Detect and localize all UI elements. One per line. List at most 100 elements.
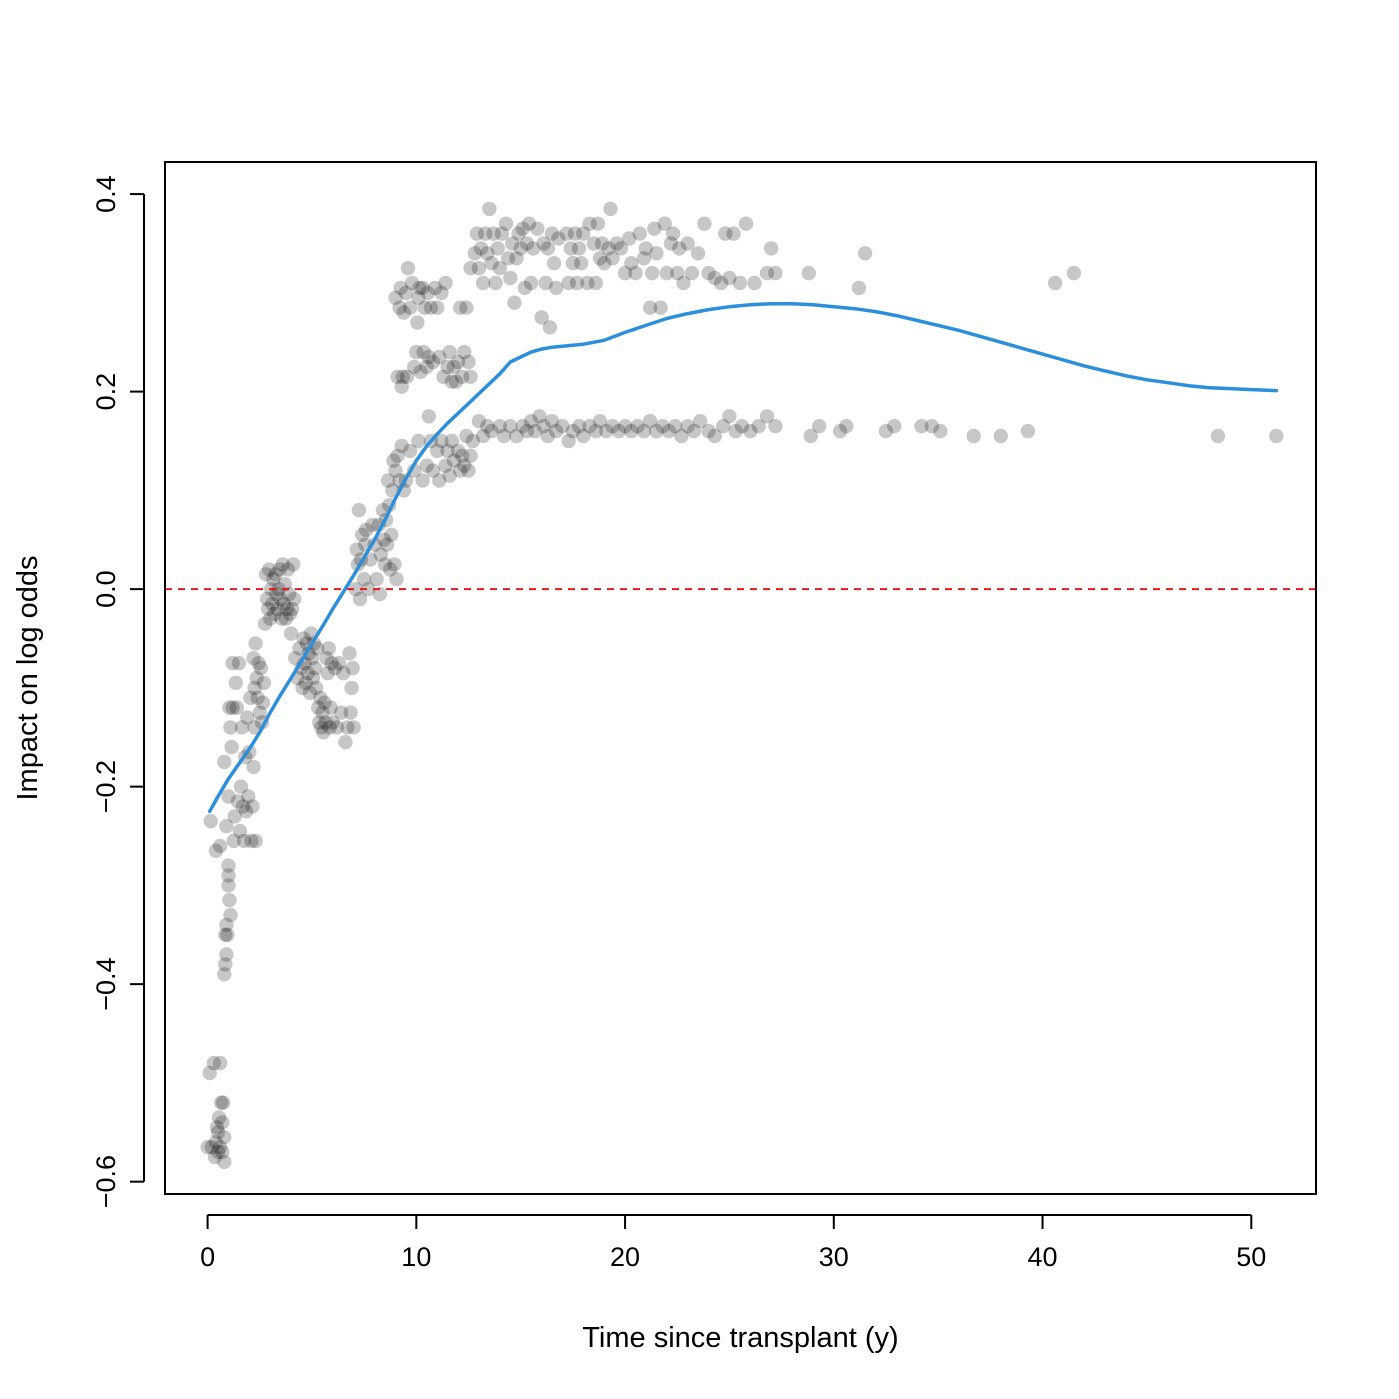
data-point xyxy=(295,680,310,696)
data-point xyxy=(832,423,848,439)
data-point xyxy=(300,665,315,681)
data-point xyxy=(202,1065,217,1081)
data-point xyxy=(707,270,722,286)
data-point xyxy=(659,265,674,281)
data-point xyxy=(204,1139,219,1155)
data-point xyxy=(463,369,478,384)
data-point xyxy=(221,878,236,893)
data-point xyxy=(455,369,470,384)
data-point xyxy=(411,290,426,305)
data-point xyxy=(376,532,392,547)
data-point xyxy=(315,705,330,720)
data-point xyxy=(221,868,236,883)
data-point xyxy=(252,705,267,720)
data-point xyxy=(384,527,399,542)
data-point xyxy=(249,670,264,686)
data-point xyxy=(223,907,238,923)
data-point xyxy=(647,221,662,236)
data-point xyxy=(263,611,278,626)
data-point xyxy=(1047,275,1063,291)
data-point xyxy=(484,256,499,271)
y-tick-label: −0.2 xyxy=(91,760,121,813)
data-point xyxy=(734,419,750,434)
data-point xyxy=(235,799,251,814)
data-point xyxy=(519,423,535,439)
data-point xyxy=(613,241,629,256)
data-point xyxy=(542,320,558,335)
data-point xyxy=(599,423,614,439)
data-point xyxy=(624,256,639,271)
data-point xyxy=(469,226,485,241)
data-point xyxy=(475,275,491,291)
smooth-curve xyxy=(207,301,1279,814)
data-point xyxy=(206,1055,221,1071)
data-point xyxy=(494,226,510,241)
data-point xyxy=(617,419,633,434)
data-point xyxy=(221,789,236,804)
data-point xyxy=(236,833,252,849)
data-point xyxy=(336,665,351,681)
data-point xyxy=(349,542,364,557)
data-point xyxy=(430,443,445,459)
data-point xyxy=(693,414,708,429)
data-point xyxy=(655,419,670,434)
data-point xyxy=(544,414,560,429)
data-point xyxy=(576,428,591,444)
data-point xyxy=(269,586,284,602)
data-point xyxy=(298,675,313,691)
data-point xyxy=(260,601,276,617)
data-point xyxy=(438,458,453,473)
y-tick-label: 0.2 xyxy=(91,373,121,411)
data-point xyxy=(645,265,660,281)
data-point xyxy=(345,660,360,676)
data-point xyxy=(221,858,236,873)
data-point xyxy=(222,700,237,715)
data-point xyxy=(361,581,376,597)
data-point xyxy=(528,423,543,439)
data-point xyxy=(283,626,299,641)
data-point xyxy=(459,428,474,444)
data-point xyxy=(574,256,589,271)
data-point xyxy=(482,201,497,217)
data-point xyxy=(323,700,338,715)
data-point xyxy=(839,419,854,434)
data-point xyxy=(680,419,695,434)
data-point xyxy=(513,241,528,256)
data-point xyxy=(305,670,321,686)
data-point xyxy=(325,715,340,730)
data-point xyxy=(404,275,420,291)
data-point xyxy=(463,448,478,463)
data-point xyxy=(251,656,266,671)
data-point xyxy=(446,359,462,375)
data-point xyxy=(690,246,706,261)
data-point xyxy=(609,236,624,251)
data-point xyxy=(768,265,783,281)
x-axis: 0 10 20 30 40 50 xyxy=(200,1214,1266,1272)
data-point xyxy=(1020,423,1036,439)
data-point xyxy=(624,423,639,439)
data-point xyxy=(279,601,295,617)
data-point xyxy=(231,656,247,671)
data-point xyxy=(488,275,503,291)
data-point xyxy=(395,369,410,384)
data-point xyxy=(680,236,695,251)
data-point xyxy=(559,226,574,241)
data-point xyxy=(277,577,292,592)
data-point xyxy=(540,428,555,444)
data-point xyxy=(684,265,700,281)
data-point xyxy=(563,241,578,256)
data-point xyxy=(208,843,224,858)
data-point xyxy=(722,270,737,286)
data-point xyxy=(582,216,597,231)
data-point xyxy=(265,596,280,612)
data-point xyxy=(278,611,294,626)
data-point xyxy=(214,1095,229,1110)
data-point xyxy=(225,700,240,715)
data-point xyxy=(536,236,551,251)
data-point xyxy=(203,814,218,829)
data-point xyxy=(223,720,238,735)
data-point xyxy=(225,656,240,671)
data-point xyxy=(515,419,530,434)
data-point xyxy=(438,275,453,291)
data-point xyxy=(354,527,370,542)
